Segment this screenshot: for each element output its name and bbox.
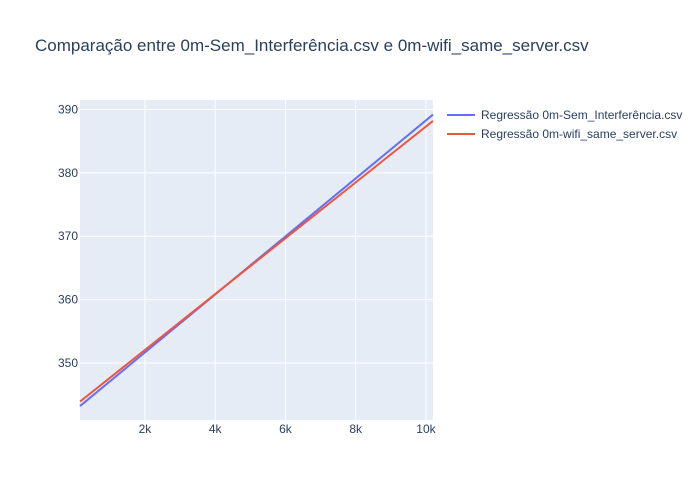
- legend-item-1[interactable]: Regressão 0m-Sem_Interferência.csv: [447, 108, 682, 122]
- y-tick-label: 350: [58, 356, 78, 370]
- x-tick-label: 4k: [209, 422, 223, 436]
- axis-ticks: 2k 4k 6k 8k 10k 350 360 370 380 390: [58, 103, 437, 436]
- series-lines: [79, 113, 434, 407]
- y-tick-label: 380: [58, 166, 78, 180]
- legend-label: Regressão 0m-Sem_Interferência.csv: [481, 108, 682, 122]
- legend-label: Regressão 0m-wifi_same_server.csv: [481, 127, 677, 141]
- legend-item-2[interactable]: Regressão 0m-wifi_same_server.csv: [447, 127, 677, 141]
- y-tick-label: 370: [58, 229, 78, 243]
- x-tick-label: 2k: [139, 422, 153, 436]
- legend[interactable]: Regressão 0m-Sem_Interferência.csv Regres…: [447, 108, 682, 141]
- x-tick-label: 8k: [349, 422, 363, 436]
- series-line-2[interactable]: [79, 120, 434, 403]
- chart-title: Comparação entre 0m-Sem_Interferência.cs…: [35, 36, 589, 55]
- x-tick-label: 10k: [416, 422, 436, 436]
- grid: [80, 100, 433, 420]
- x-tick-label: 6k: [279, 422, 293, 436]
- y-tick-label: 390: [58, 103, 78, 117]
- y-tick-label: 360: [58, 293, 78, 307]
